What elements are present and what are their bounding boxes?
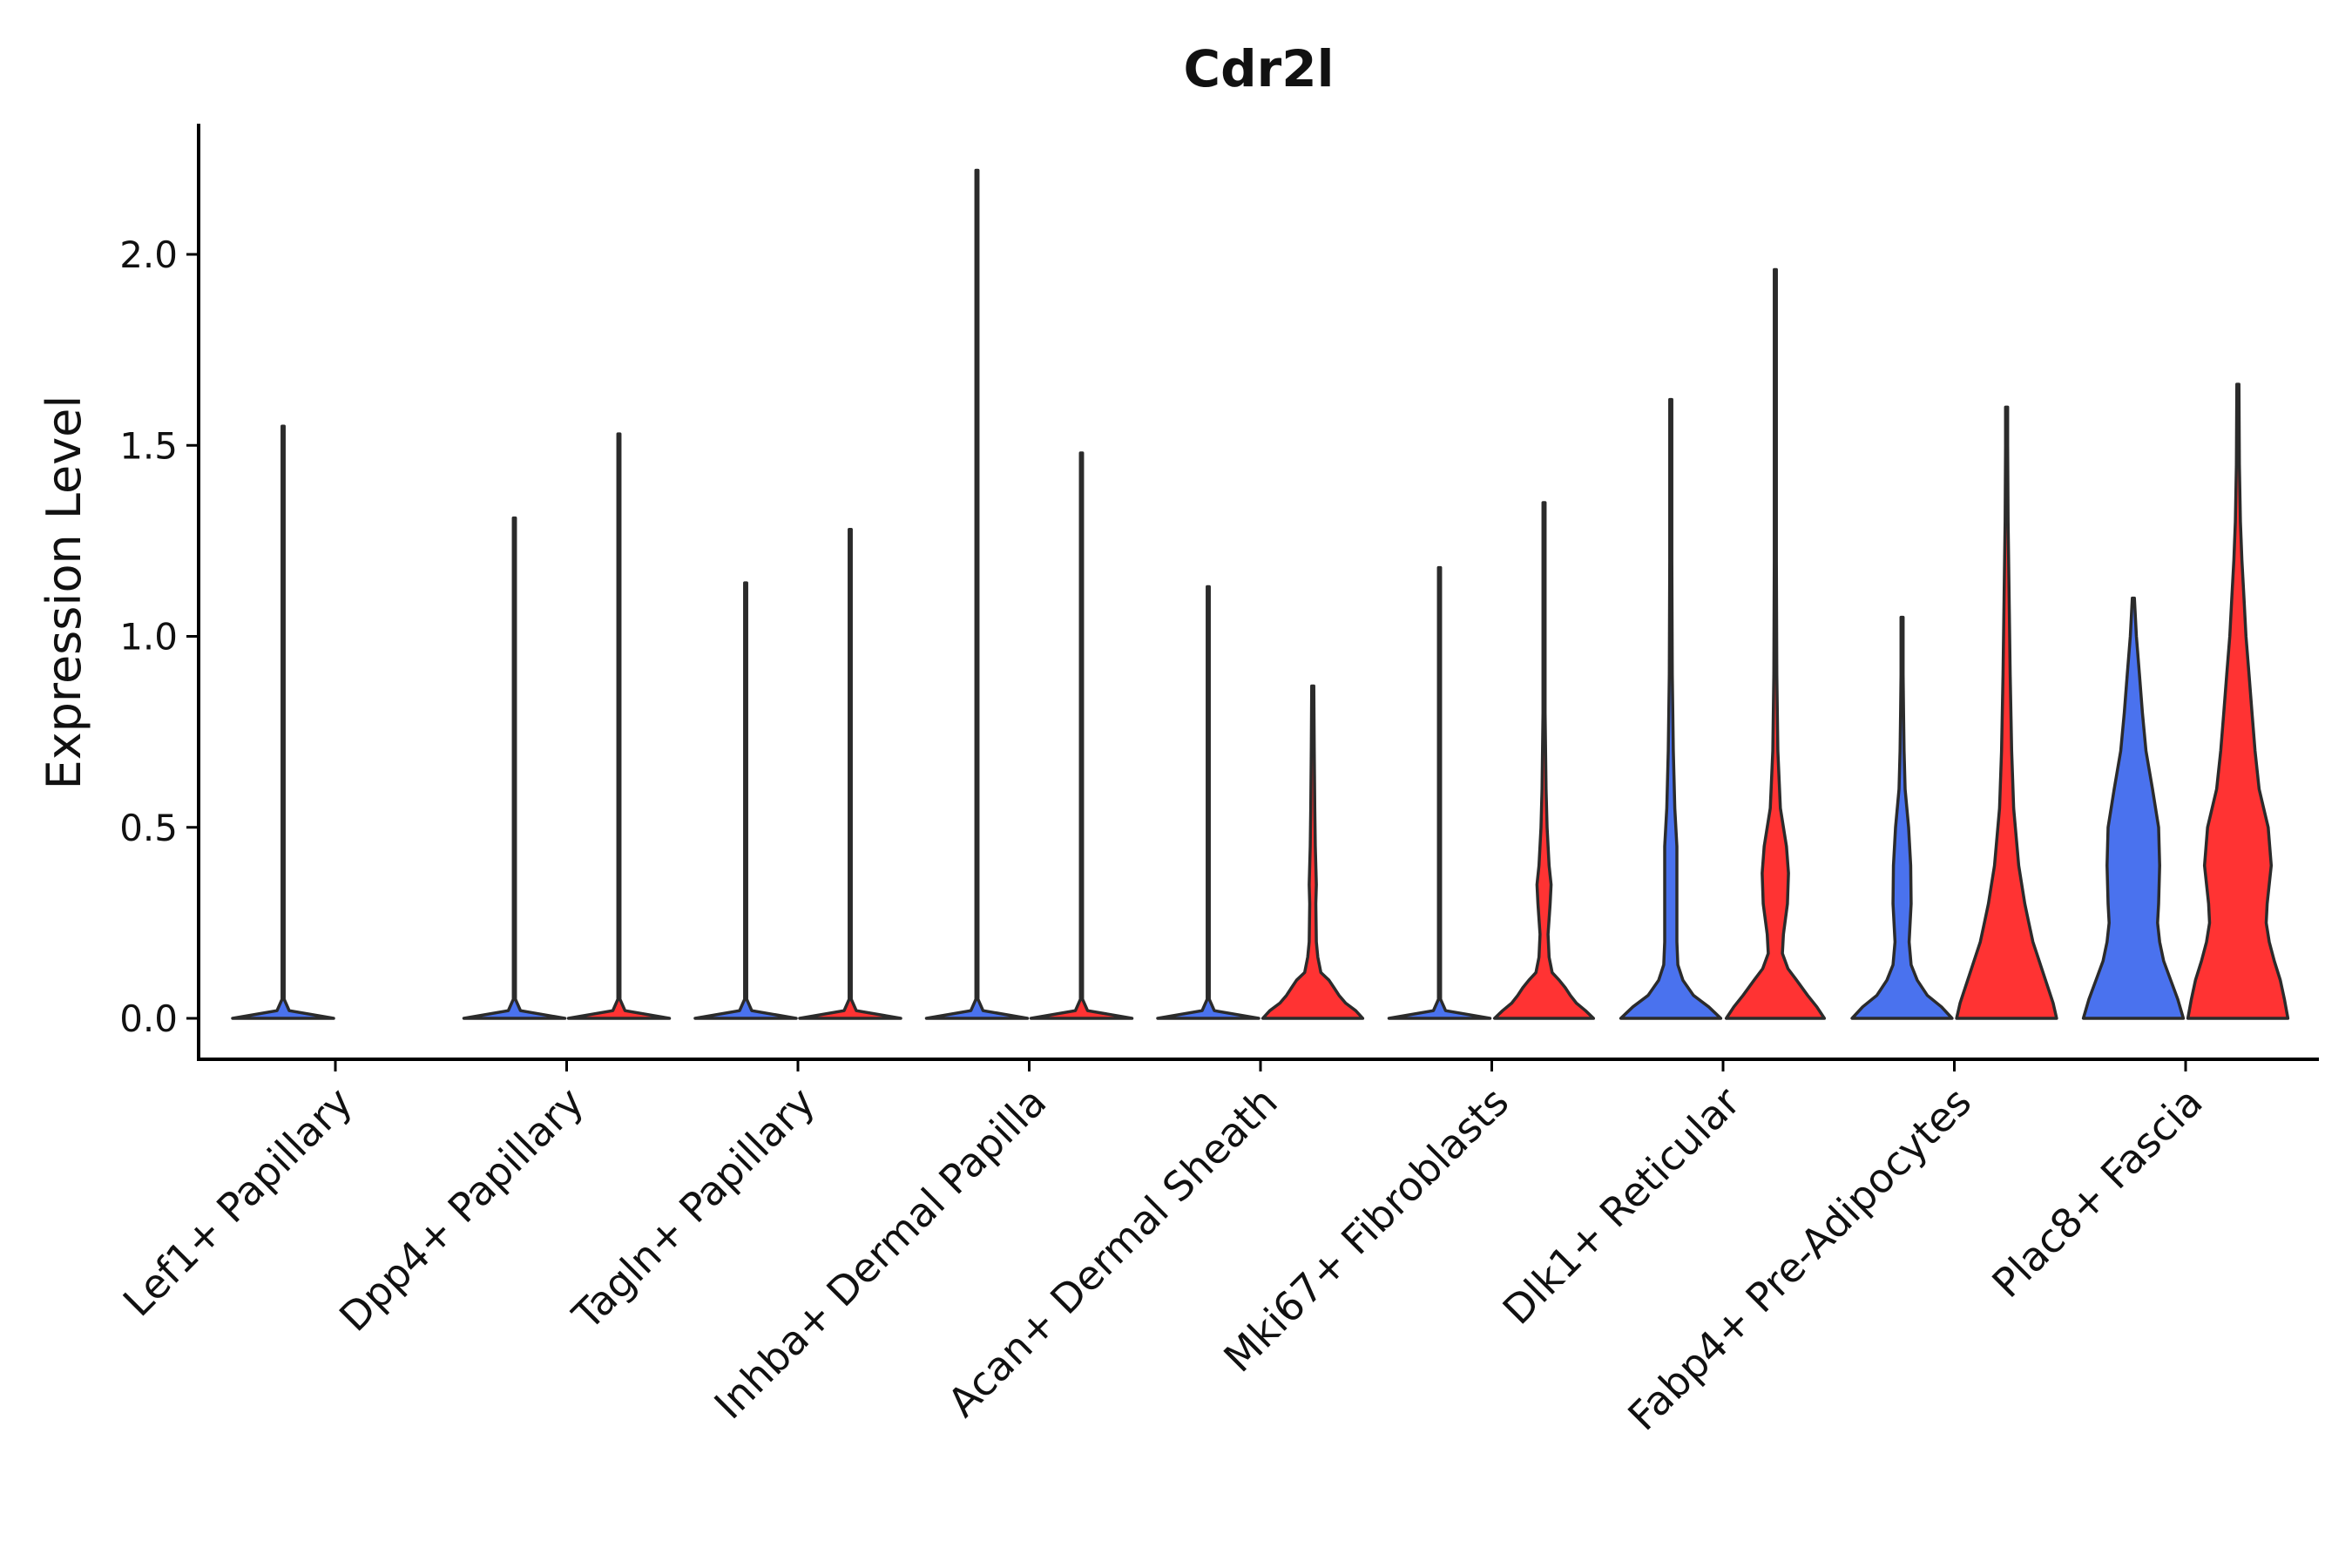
violins-layer — [231, 168, 2290, 1020]
y-tick-label: 2.0 — [119, 233, 178, 276]
y-tick-label: 1.5 — [119, 424, 178, 467]
x-tick-label: Dlk1+ Reticular — [1494, 1078, 1749, 1334]
violin-left-4 — [924, 168, 1030, 1020]
x-tick-label: Dpp4+ Papillary — [330, 1078, 592, 1341]
chart-title: Cdr2l — [1184, 39, 1335, 98]
y-ticks: 0.0 0.5 1.0 1.5 2.0 — [119, 233, 199, 1040]
violin-right-5 — [1260, 684, 1365, 1020]
violin-left-6 — [1387, 565, 1492, 1020]
y-axis-label: Expression Level — [37, 395, 91, 790]
violin-left-3 — [693, 581, 798, 1020]
violin-right-2 — [566, 432, 672, 1020]
violin-right-8 — [1955, 405, 2058, 1020]
x-tick-label: Plac8+ Fascia — [1983, 1078, 2211, 1307]
violin-right-6 — [1492, 501, 1596, 1020]
violin-right-9 — [2186, 382, 2290, 1020]
y-tick-label: 1.0 — [119, 616, 178, 659]
y-tick-label: 0.0 — [119, 997, 178, 1040]
violin-right-4 — [1029, 451, 1134, 1020]
violin-left-5 — [1156, 585, 1260, 1020]
violin-left-7 — [1619, 397, 1723, 1020]
violin-right-7 — [1724, 267, 1827, 1020]
violin-left-2 — [462, 516, 567, 1020]
violin-right-3 — [798, 527, 902, 1020]
violin-left-8 — [1850, 615, 1954, 1020]
violin-left-1 — [231, 424, 335, 1020]
y-tick-label: 0.5 — [119, 807, 178, 849]
x-tick-label: Tagln+ Papillary — [563, 1078, 824, 1340]
axes-layer — [197, 124, 2319, 1061]
x-tick-label: Lef1+ Papillary — [114, 1078, 362, 1326]
violin-left-9 — [2081, 596, 2186, 1020]
